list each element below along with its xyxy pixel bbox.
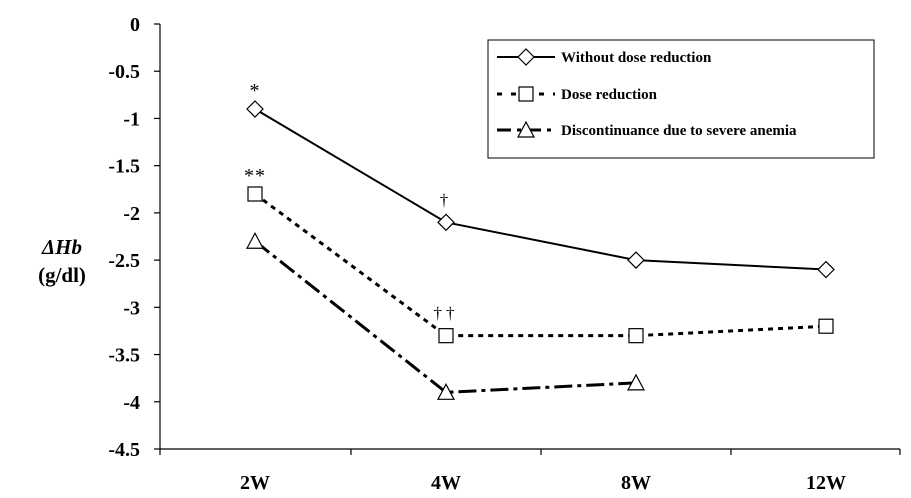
square-data-point [438, 328, 454, 344]
triangle-data-point [246, 231, 264, 249]
significance-marker: † [440, 190, 453, 209]
y-tick-label: -0.5 [108, 61, 140, 83]
series-triangle [246, 231, 645, 400]
x-tick-label: 4W [431, 472, 461, 494]
triangle-data-point [437, 383, 455, 400]
y-axis-label-line1: ΔHb [41, 235, 82, 259]
y-tick-label: -1 [123, 108, 140, 130]
legend-diamond-marker [517, 48, 535, 66]
y-tick-label: -3.5 [108, 345, 140, 367]
y-tick-label: 0 [130, 14, 140, 36]
square-data-point [247, 186, 263, 202]
y-tick-label: -2 [123, 203, 140, 225]
legend-box [487, 39, 875, 159]
diamond-data-point [246, 100, 264, 118]
y-tick-label: -1.5 [108, 156, 140, 178]
y-tick-label: -3 [123, 297, 140, 319]
legend-entry-label: Discontinuance due to severe anemia [561, 123, 797, 139]
y-axis: 0 -0.5 -1 -1.5 -2 -2.5 -3 -3.5 -4 -4.5 [108, 14, 161, 461]
x-tick-label: 12W [806, 472, 846, 494]
series-square [247, 186, 834, 344]
x-axis: 2W 4W 8W 12W [159, 448, 901, 494]
legend-entry-label: Without dose reduction [561, 50, 712, 66]
significance-marker: ** [244, 165, 266, 187]
series-line [254, 192, 827, 338]
series-line [254, 240, 637, 394]
square-data-point [818, 318, 834, 334]
y-tick-label: -4 [123, 392, 140, 414]
diamond-data-point [627, 251, 645, 269]
series-lines [246, 100, 835, 400]
significance-marker: †† [434, 304, 459, 323]
series-line [254, 108, 827, 271]
significance-marker: * [250, 80, 261, 102]
legend-entry-label: Dose reduction [561, 87, 658, 103]
legend-triangle-marker [517, 120, 535, 138]
y-axis-label-line2: (g/dl) [38, 263, 86, 287]
significance-annotations: * † ** †† [244, 80, 459, 323]
square-data-point [628, 328, 644, 344]
y-tick-label: -4.5 [108, 439, 140, 461]
x-tick-label: 2W [240, 472, 270, 494]
series-diamond [246, 100, 835, 279]
diamond-data-point [437, 213, 455, 232]
triangle-data-point [627, 373, 645, 391]
legend-square-marker [518, 86, 534, 102]
diamond-data-point [817, 260, 835, 279]
y-tick-label: -2.5 [108, 250, 140, 272]
x-tick-label: 8W [621, 472, 651, 494]
legend: Without dose reduction Dose reduction Disc… [487, 39, 875, 159]
